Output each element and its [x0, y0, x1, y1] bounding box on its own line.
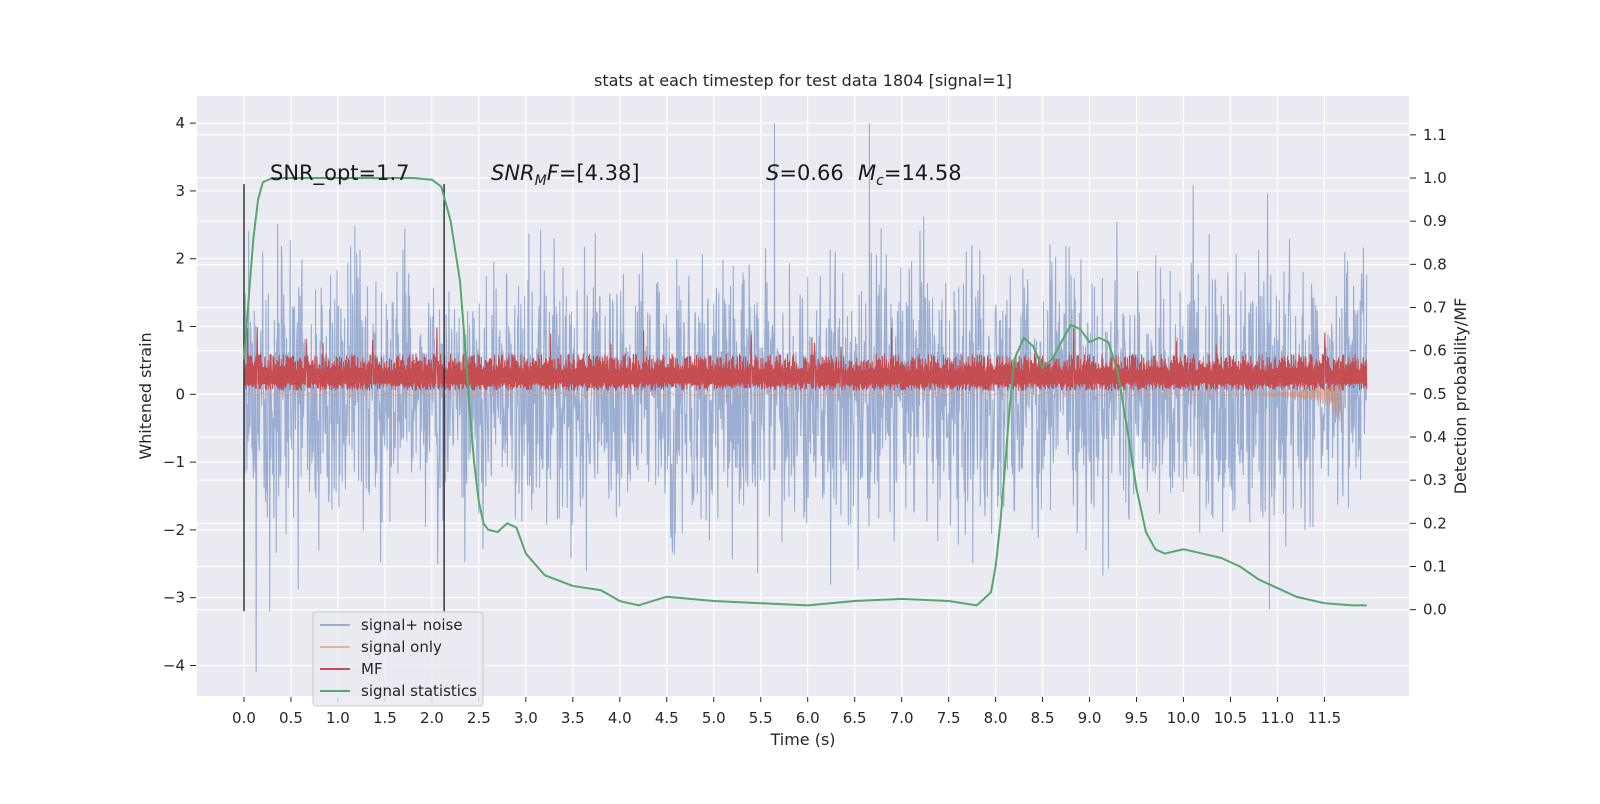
x-tick-label-16: 8.0 — [984, 709, 1008, 727]
x-tick-label-13: 6.5 — [843, 709, 867, 727]
y-tick-label-right-1: 0.1 — [1423, 558, 1447, 576]
x-tick-label-21: 10.5 — [1214, 709, 1247, 727]
x-tick-label-3: 1.5 — [373, 709, 397, 727]
legend-label-signal-noise: signal+ noise — [361, 616, 463, 634]
x-tick-label-2: 1.0 — [326, 709, 350, 727]
legend-label-mf: MF — [361, 660, 383, 678]
x-tick-label-10: 5.0 — [702, 709, 726, 727]
ticks: 0.0 0.5 1.0 1.5 2.0 2.5 3.0 3.5 4.0 4.5 5.0 5.5 6.0 6… — [163, 114, 1447, 727]
x-tick-label-23: 11.5 — [1308, 709, 1341, 727]
series-signal-only-line — [243, 369, 1342, 422]
y-axis-label-right: Detection probability/MF — [1451, 298, 1470, 495]
x-tick-label-19: 9.5 — [1125, 709, 1149, 727]
x-tick-label-11: 5.5 — [749, 709, 773, 727]
annotation-s-value: 0.66 — [797, 161, 844, 185]
y-tick-label-right-5: 0.5 — [1423, 385, 1447, 403]
annotation-mc-value: 14.58 — [901, 161, 961, 185]
y-axis-label-left: Whitened strain — [136, 332, 155, 459]
y-tick-label-right-9: 0.9 — [1423, 212, 1447, 230]
y-tick-label-left-4: 0 — [175, 385, 185, 403]
y-tick-label-right-6: 0.6 — [1423, 342, 1447, 360]
annotation-s: S=0.66 — [766, 161, 844, 185]
x-tick-label-9: 4.5 — [655, 709, 679, 727]
y-tick-label-right-7: 0.7 — [1423, 299, 1447, 317]
annotation-snr-mf-suffix: F= — [547, 161, 577, 185]
annotation-snr-opt-value: 1.7 — [376, 161, 409, 185]
x-tick-label-4: 2.0 — [420, 709, 444, 727]
annotation-snr-mf-subscript: M — [535, 173, 547, 189]
x-tick-label-1: 0.5 — [279, 709, 303, 727]
annotation-s-prefix: S= — [766, 161, 797, 185]
y-tick-label-left-3: −1 — [163, 453, 185, 471]
annotation-mc-suffix: = — [884, 161, 902, 185]
x-tick-label-7: 3.5 — [561, 709, 585, 727]
x-tick-label-17: 8.5 — [1031, 709, 1055, 727]
annotation-snr-opt-prefix: SNR_opt= — [270, 161, 376, 186]
y-tick-label-right-11: 1.1 — [1423, 126, 1447, 144]
data-layer — [242, 123, 1368, 673]
x-tick-label-8: 4.0 — [608, 709, 632, 727]
x-tick-label-0: 0.0 — [232, 709, 256, 727]
annotation-mc-prefix: M — [858, 161, 876, 185]
legend-box — [312, 611, 484, 707]
annotation-snr-mf-prefix: SNR — [491, 161, 535, 185]
chart-title: stats at each timestep for test data 180… — [594, 71, 1012, 90]
y-tick-label-right-10: 1.0 — [1423, 169, 1447, 187]
x-tick-label-20: 10.0 — [1167, 709, 1200, 727]
y-tick-label-left-8: 4 — [175, 114, 185, 132]
annotations: SNR_opt=1.7 SNRMF=[4.38] S=0.66 Mc=14.58 — [270, 161, 962, 189]
annotation-snr-mf-value: [4.38] — [576, 161, 639, 185]
x-tick-label-5: 2.5 — [467, 709, 491, 727]
x-tick-label-15: 7.5 — [937, 709, 961, 727]
y-tick-label-left-0: −4 — [163, 656, 185, 674]
x-tick-label-22: 11.0 — [1261, 709, 1294, 727]
y-tick-label-left-6: 2 — [175, 250, 185, 268]
y-tick-label-right-0: 0.0 — [1423, 601, 1447, 619]
x-tick-label-18: 9.0 — [1078, 709, 1102, 727]
y-tick-label-right-3: 0.3 — [1423, 471, 1447, 489]
legend: signal+ noise signal only MF signal stat… — [312, 611, 484, 707]
series-mf-line — [243, 327, 1368, 391]
annotation-snr-opt: SNR_opt=1.7 — [270, 161, 410, 186]
annotation-mc-subscript: c — [876, 173, 884, 189]
y-tick-label-right-4: 0.4 — [1423, 428, 1447, 446]
x-axis-label: Time (s) — [769, 730, 835, 749]
y-tick-label-left-7: 3 — [175, 182, 185, 200]
x-tick-label-12: 6.0 — [796, 709, 820, 727]
y-tick-label-left-1: −3 — [163, 589, 185, 607]
legend-label-signal-only: signal only — [361, 638, 442, 656]
annotation-snr-mf: SNRMF=[4.38] — [491, 161, 640, 189]
x-tick-label-14: 7.0 — [890, 709, 914, 727]
y-tick-label-right-8: 0.8 — [1423, 255, 1447, 273]
y-tick-label-right-2: 0.2 — [1423, 514, 1447, 532]
y-tick-label-left-5: 1 — [175, 318, 185, 336]
y-tick-label-left-2: −2 — [163, 521, 185, 539]
x-tick-label-6: 3.0 — [514, 709, 538, 727]
annotation-mc: Mc=14.58 — [858, 161, 962, 189]
series-signal-statistics-line — [242, 177, 1367, 607]
legend-label-signal-statistics: signal statistics — [361, 682, 477, 700]
